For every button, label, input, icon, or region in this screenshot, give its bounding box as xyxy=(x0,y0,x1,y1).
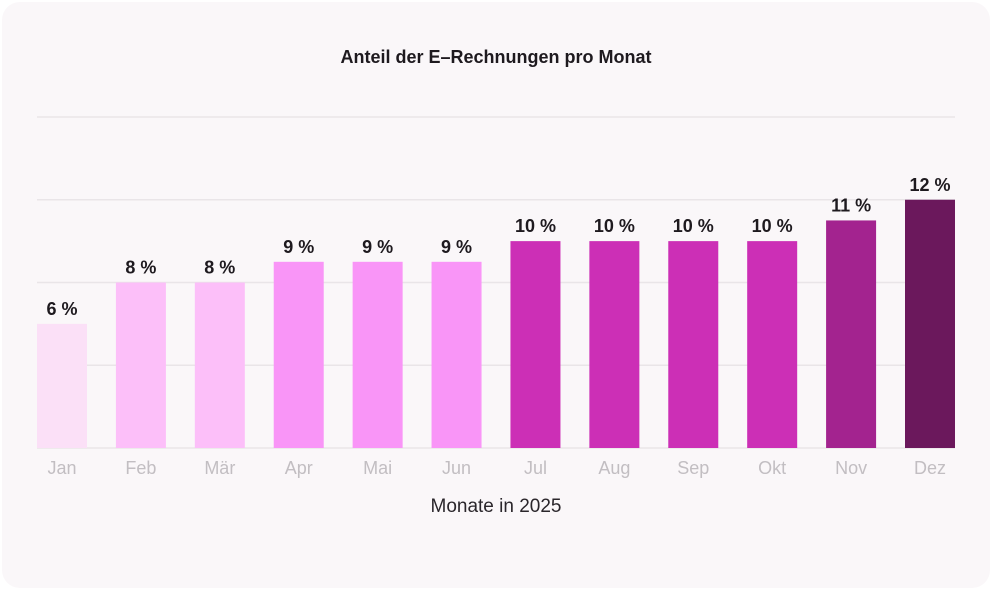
bar-mai xyxy=(352,261,403,448)
bar-jun xyxy=(431,261,482,448)
bar-jan xyxy=(37,323,87,448)
data-label: 10 % xyxy=(752,216,793,236)
x-tick-label: Aug xyxy=(598,458,630,478)
x-tick-label: Dez xyxy=(914,458,946,478)
data-label: 10 % xyxy=(673,216,714,236)
x-tick-label: Sep xyxy=(677,458,709,478)
x-tick-label: Mai xyxy=(363,458,392,478)
data-label: 10 % xyxy=(515,216,556,236)
x-tick-label: Feb xyxy=(125,458,156,478)
data-label: 11 % xyxy=(831,195,871,215)
data-label: 9 % xyxy=(283,237,314,257)
bar-dez xyxy=(905,199,955,448)
bar-sep xyxy=(668,241,719,448)
data-label: 12 % xyxy=(909,175,950,195)
x-tick-label: Jun xyxy=(442,458,471,478)
x-tick-label: Mär xyxy=(204,458,235,478)
data-label: 8 % xyxy=(204,258,235,278)
data-label: 6 % xyxy=(46,299,77,319)
data-label: 9 % xyxy=(441,237,472,257)
bar-aug xyxy=(589,241,640,448)
bar-apr xyxy=(273,261,324,448)
x-tick-label: Okt xyxy=(758,458,786,478)
x-tick-label: Nov xyxy=(835,458,867,478)
x-axis-label: Monate in 2025 xyxy=(430,496,562,517)
bar-jul xyxy=(510,241,561,448)
data-label: 9 % xyxy=(362,237,393,257)
bar-okt xyxy=(747,241,798,448)
x-tick-label: Jul xyxy=(524,458,547,478)
chart-title: Anteil der E–Rechnungen pro Monat xyxy=(340,47,652,67)
bar-nov xyxy=(826,220,877,448)
data-label: 8 % xyxy=(125,258,156,278)
bar-feb xyxy=(115,282,166,448)
x-tick-label: Jan xyxy=(47,458,76,478)
data-label: 10 % xyxy=(594,216,635,236)
x-tick-label: Apr xyxy=(285,458,313,478)
bar-mär xyxy=(194,282,245,448)
